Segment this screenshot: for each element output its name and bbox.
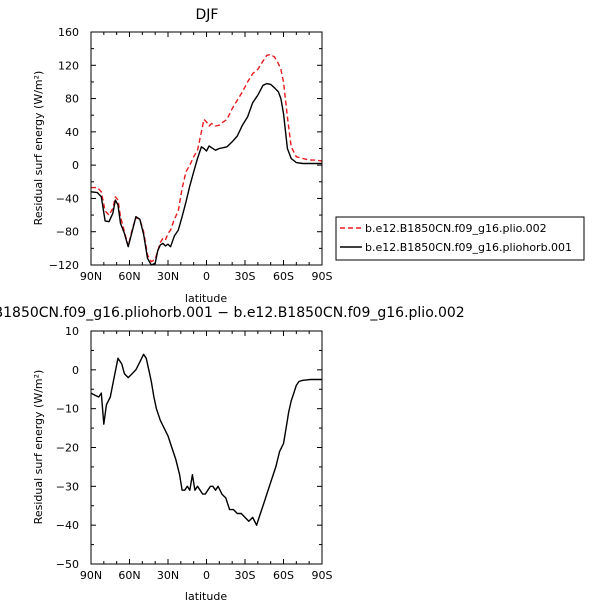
legend-label-plio: b.e12.B1850CN.f09_g16.plio.002 xyxy=(365,222,547,235)
top-series-line-0 xyxy=(91,53,323,263)
top-x-tick-label: 90S xyxy=(312,270,333,283)
top-y-tick-label: 0 xyxy=(72,159,79,172)
top-y-axis-label: Residual surf energy (W/m²) xyxy=(32,71,45,226)
top-y-tick-label: −120 xyxy=(49,259,79,272)
top-x-tick-label: 60N xyxy=(118,270,140,283)
bottom-series-line-0 xyxy=(90,353,322,526)
bottom-x-tick-label: 90S xyxy=(312,569,333,582)
top-x-tick-label: 30N xyxy=(157,270,179,283)
bottom-y-tick-label: −20 xyxy=(56,442,79,455)
top-x-tick-label: 60S xyxy=(273,270,294,283)
top-x-tick-label: 90N xyxy=(80,270,102,283)
top-y-tick-label: 160 xyxy=(58,26,79,39)
top-y-tick-label: −40 xyxy=(56,192,79,205)
bottom-x-axis-label: latitude xyxy=(185,590,227,603)
bottom-plot-frame xyxy=(90,330,323,565)
top-x-axis-label: latitude xyxy=(185,292,227,305)
top-x-tick-label: 30S xyxy=(235,270,256,283)
bottom-y-axis-label: Residual surf energy (W/m²) xyxy=(32,370,45,525)
bottom-x-tick-label: 30S xyxy=(235,569,256,582)
bottom-y-tick-label: −30 xyxy=(56,480,79,493)
bottom-chart: b.e12.B1850CN.f09_g16.pliohorb.001 − b.e… xyxy=(0,305,465,603)
top-x-tick-label: 0 xyxy=(203,270,210,283)
bottom-x-tick-label: 60S xyxy=(273,569,294,582)
top-chart-title: DJF xyxy=(196,7,219,23)
bottom-y-tick-label: −10 xyxy=(56,403,79,416)
bottom-x-tick-label: 30N xyxy=(157,569,179,582)
bottom-x-tick-label: 60N xyxy=(118,569,140,582)
bottom-y-tick-label: 10 xyxy=(65,325,79,338)
bottom-chart-title: b.e12.B1850CN.f09_g16.pliohorb.001 − b.e… xyxy=(0,305,465,321)
legend-box xyxy=(335,216,585,261)
bottom-x-tick-label: 0 xyxy=(203,569,210,582)
top-chart: DJF 90N 60N 30N 0 30S 60S 90S −120 −80 −40 0 40 80 12… xyxy=(32,7,333,305)
top-series-line-1 xyxy=(90,82,322,266)
top-y-tick-label: 80 xyxy=(65,93,79,106)
legend-label-pliohorb: b.e12.B1850CN.f09_g16.pliohorb.001 xyxy=(365,241,572,254)
bottom-y-tick-label: 0 xyxy=(72,364,79,377)
bottom-y-tick-label: −40 xyxy=(56,519,79,532)
top-plot-frame xyxy=(90,31,323,266)
top-y-tick-label: 120 xyxy=(58,59,79,72)
top-y-tick-label: 40 xyxy=(65,126,79,139)
legend: b.e12.B1850CN.f09_g16.plio.002 b.e12.B18… xyxy=(335,216,585,261)
bottom-x-tick-label: 90N xyxy=(80,569,102,582)
top-y-tick-label: −80 xyxy=(56,226,79,239)
bottom-y-tick-label: −50 xyxy=(56,558,79,571)
